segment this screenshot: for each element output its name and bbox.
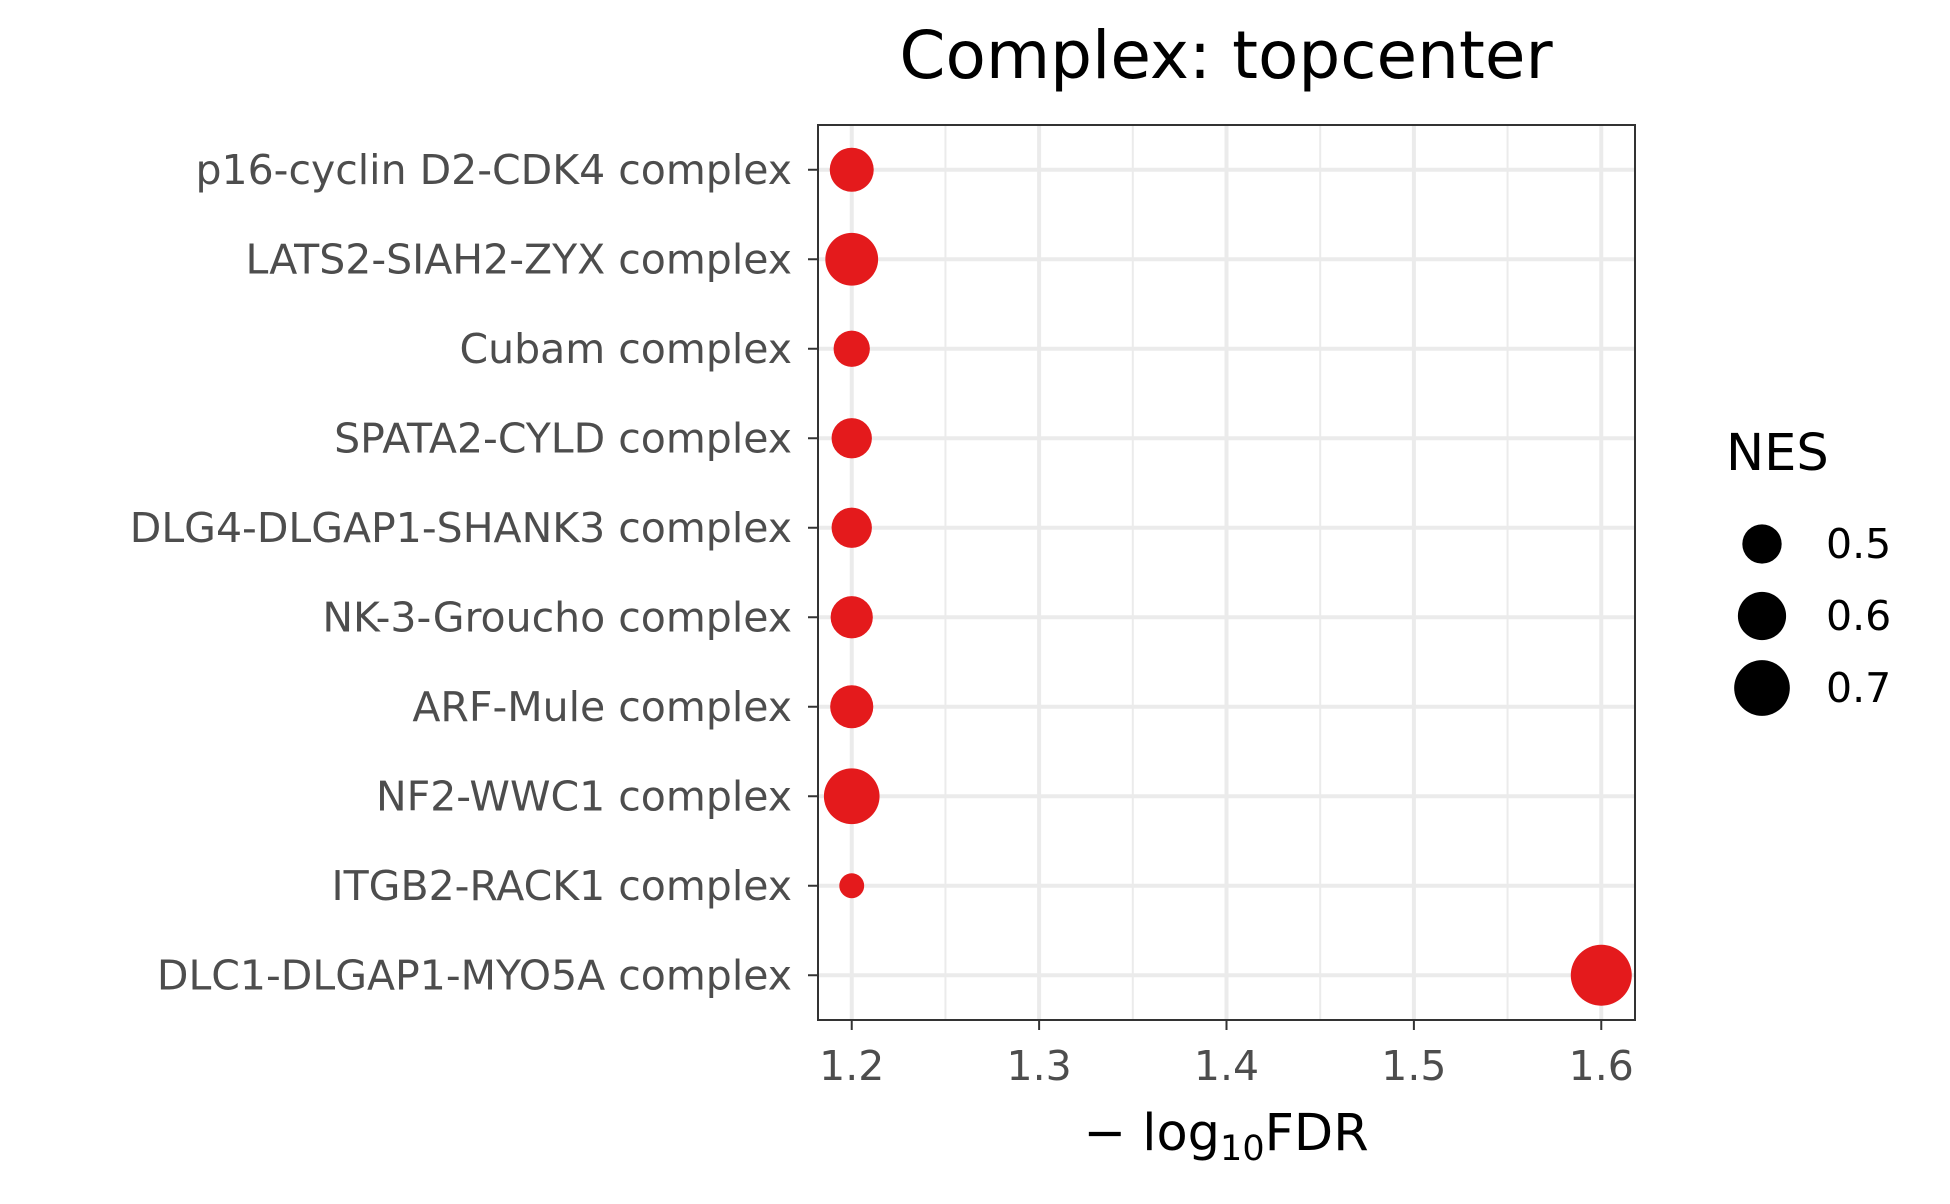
y-axis-tick-label: NF2-WWC1 complex [376, 772, 792, 820]
data-point [1570, 944, 1632, 1006]
x-axis-tick-label: 1.2 [819, 1042, 884, 1090]
data-point [829, 147, 874, 192]
data-point [823, 768, 880, 825]
plot-area: p16-cyclin D2-CDK4 complex LATS2-SIAH2-ZY… [130, 124, 1636, 1090]
y-axis-tick-label: NK-3-Groucho complex [322, 593, 792, 641]
data-point [830, 596, 873, 639]
legend-label: 0.7 [1826, 664, 1891, 712]
legend-label: 0.5 [1826, 520, 1891, 568]
y-axis-tick-label: DLG4-DLGAP1-SHANK3 complex [130, 504, 792, 552]
data-point [833, 330, 870, 367]
x-axis-tick-label: 1.3 [1007, 1042, 1072, 1090]
y-axis-tick-label: LATS2-SIAH2-ZYX complex [246, 235, 792, 283]
x-axis-label-subscript: 10 [1220, 1129, 1265, 1169]
y-axis-tick-label: ITGB2-RACK1 complex [332, 862, 792, 910]
legend-label: 0.6 [1826, 592, 1891, 640]
y-axis-tick-label: DLC1-DLGAP1-MYO5A complex [157, 951, 792, 999]
data-point [839, 873, 865, 899]
chart-title: Complex: topcenter [899, 17, 1553, 94]
x-axis-label: − log10FDR [1083, 1104, 1368, 1169]
y-axis-tick-label: p16-cyclin D2-CDK4 complex [195, 146, 792, 194]
y-axis-tick-label: SPATA2-CYLD complex [334, 414, 792, 462]
x-axis-tick-label: 1.5 [1381, 1042, 1446, 1090]
data-point [831, 418, 872, 459]
x-axis-label-prefix: − log [1083, 1104, 1220, 1163]
legend-key [1742, 524, 1782, 564]
x-axis-tick-label: 1.6 [1569, 1042, 1634, 1090]
y-axis-tick-label: ARF-Mule complex [412, 683, 792, 731]
legend-key [1734, 660, 1790, 716]
data-point [830, 685, 874, 729]
x-axis-tick-label: 1.4 [1194, 1042, 1259, 1090]
x-axis-label-suffix: FDR [1265, 1104, 1369, 1163]
data-point [831, 507, 872, 548]
legend-key [1737, 591, 1787, 641]
size-legend: NES 0.5 0.6 0.7 [1726, 424, 1891, 716]
legend-title: NES [1726, 424, 1829, 483]
y-axis-tick-label: Cubam complex [460, 325, 792, 373]
data-point [825, 232, 879, 286]
